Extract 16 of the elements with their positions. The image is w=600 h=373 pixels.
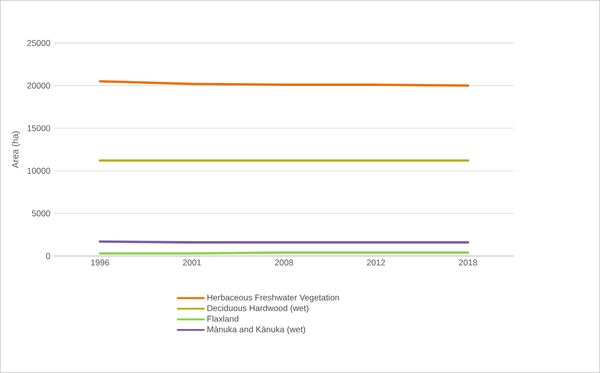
legend-label: Herbaceous Freshwater Vegetation [207, 294, 339, 302]
x-tick-label: 1996 [91, 260, 110, 266]
y-tick-label: 20000 [27, 82, 50, 89]
x-tick-label: 2001 [183, 260, 202, 266]
legend-label: Deciduous Hardwood (wet) [207, 304, 308, 313]
y-tick-label: 25000 [27, 40, 50, 46]
legend-label: Flaxland [207, 316, 238, 322]
x-tick-label: 2008 [275, 260, 294, 266]
y-axis-title: Area (ha) [12, 131, 20, 168]
y-tick-label: 5000 [32, 210, 50, 216]
legend-label: Mānuka and Kānuka (wet) [207, 326, 306, 334]
x-tick-label: 2018 [459, 260, 478, 266]
y-tick-label: 15000 [28, 125, 50, 132]
x-tick-label: 2012 [367, 260, 385, 266]
y-tick-label: 0 [46, 253, 50, 259]
y-tick-label: 10000 [28, 168, 50, 174]
